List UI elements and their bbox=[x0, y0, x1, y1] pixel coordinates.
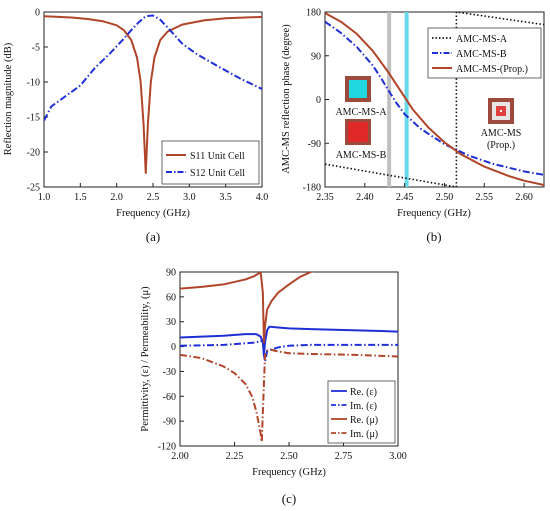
panel-b-ytick-label: -90 bbox=[308, 139, 321, 150]
panel-c-chart: 2.00 2.25 2.50 2.75 3.00 90 60 30 0 -30 -60 -90 -120… bbox=[140, 268, 407, 507]
inset-amc-ms-a-label: AMC-MS-A bbox=[335, 107, 387, 118]
panel-a-ticks: 1.0 1.5 2.0 2.5 3.0 3.5 4.0 0 -5 -10 -15 -20 -25 bbox=[27, 8, 269, 204]
panel-a-ytick-label: -15 bbox=[27, 113, 40, 124]
panel-a-chart: 1.0 1.5 2.0 2.5 3.0 3.5 4.0 0 -5 -10 -15 -20 -25 Fre… bbox=[3, 8, 268, 245]
inset-amc-ms-prop-label-2: (Prop.) bbox=[487, 140, 515, 151]
panel-c-series-3 bbox=[180, 348, 398, 443]
panel-b-legend: AMC-MS-A AMC-MS-B AMC-MS-(Prop.) bbox=[427, 27, 542, 79]
panel-c-label: (c) bbox=[282, 491, 296, 506]
panel-a-xtick-label: 3.5 bbox=[219, 192, 232, 203]
panel-a-legend-s12: S12 Unit Cell bbox=[190, 168, 245, 179]
panel-b-xtick-label: 2.50 bbox=[436, 192, 454, 203]
panel-c-ticks: 2.00 2.25 2.50 2.75 3.00 90 60 30 0 -30 -60 -90 -120 bbox=[158, 268, 407, 463]
panel-c-xtick-label: 3.00 bbox=[389, 451, 407, 462]
inset-amc-ms-a: AMC-MS-A bbox=[335, 76, 387, 118]
panel-a-xtick-label: 1.5 bbox=[74, 192, 87, 203]
panel-c-legend-im-eps: Im. (ε) bbox=[350, 401, 377, 412]
inset-amc-ms-b-patch bbox=[348, 122, 368, 142]
panel-b-series-2 bbox=[325, 12, 544, 187]
panel-c-xtick-label: 2.00 bbox=[171, 451, 189, 462]
panel-c-ytick-label: 0 bbox=[171, 342, 176, 353]
panel-c-ytick-label: 60 bbox=[166, 292, 176, 303]
inset-amc-ms-prop-dot bbox=[500, 110, 502, 112]
inset-amc-ms-prop-label-1: AMC-MS bbox=[481, 128, 522, 139]
panel-c-ytick-label: -90 bbox=[163, 417, 176, 428]
panel-c-xtick-label: 2.50 bbox=[280, 451, 298, 462]
panel-c-ylabel: Permittivity, (ε) / Permeability, (μ) bbox=[140, 286, 151, 432]
panel-b-xtick-label: 2.45 bbox=[396, 192, 414, 203]
panel-a-series-1 bbox=[44, 14, 262, 121]
panel-b-series bbox=[325, 12, 544, 187]
inset-amc-ms-b: AMC-MS-B bbox=[336, 119, 387, 161]
panel-b-xlabel: Frequency (GHz) bbox=[397, 208, 471, 219]
panel-c-legend: Re. (ε) Im. (ε) Re. (μ) Im. (μ) bbox=[327, 380, 396, 444]
panel-c-legend-re-mu: Re. (μ) bbox=[350, 415, 378, 426]
panel-c-ytick-label: -120 bbox=[158, 442, 176, 453]
panel-b-xtick-label: 2.60 bbox=[515, 192, 533, 203]
panel-a-legend-box bbox=[161, 140, 260, 185]
panel-c-series-2 bbox=[180, 272, 314, 344]
panel-a-xtick-label: 4.0 bbox=[256, 192, 269, 203]
panel-c-series-0 bbox=[180, 325, 398, 356]
panel-c-ytick-label: -30 bbox=[163, 367, 176, 378]
panel-a-ylabel: Reflection magnitude (dB) bbox=[3, 42, 14, 155]
panel-c-xlabel: Frequency (GHz) bbox=[252, 467, 326, 478]
panel-a-xtick-label: 2.5 bbox=[147, 192, 160, 203]
panel-b-legend-box bbox=[427, 27, 542, 79]
panel-b-legend-a: AMC-MS-A bbox=[456, 34, 508, 45]
inset-amc-ms-b-label: AMC-MS-B bbox=[336, 150, 387, 161]
panel-a-xtick-label: 3.0 bbox=[183, 192, 196, 203]
panel-b-ticks: 2.35 2.40 2.45 2.50 2.55 2.60 180 90 0 -90 -180 bbox=[303, 8, 533, 204]
panel-b-band-0 bbox=[387, 12, 392, 187]
panel-b-ytick-label: 90 bbox=[311, 51, 321, 62]
panel-b-ytick-label: 0 bbox=[316, 95, 321, 106]
panel-a-legend-s11: S11 Unit Cell bbox=[190, 151, 245, 162]
panel-c-ytick-label: 30 bbox=[166, 317, 176, 328]
panel-c-xtick-label: 2.75 bbox=[335, 451, 353, 462]
panel-a-ytick-label: -10 bbox=[27, 78, 40, 89]
panel-b-xtick-label: 2.55 bbox=[476, 192, 494, 203]
panel-c-legend-im-mu: Im. (μ) bbox=[350, 429, 378, 440]
panel-a-label: (a) bbox=[146, 229, 160, 244]
panel-c-ytick-label: 90 bbox=[166, 268, 176, 279]
panel-a-series bbox=[44, 14, 262, 174]
panel-b-label: (b) bbox=[426, 229, 441, 244]
inset-amc-ms-prop: AMC-MS (Prop.) bbox=[481, 98, 522, 151]
panel-b-series-0 bbox=[325, 12, 544, 187]
panel-b-legend-b: AMC-MS-B bbox=[456, 49, 507, 60]
panel-b-chart: 2.35 2.40 2.45 2.50 2.55 2.60 180 90 0 -90 -180 AM… bbox=[281, 8, 545, 244]
panel-a-legend: S11 Unit Cell S12 Unit Cell bbox=[161, 140, 260, 185]
panel-b-ytick-label: 180 bbox=[306, 8, 321, 19]
panel-a-ytick-label: -25 bbox=[27, 183, 40, 194]
panel-b-xtick-label: 2.35 bbox=[316, 192, 334, 203]
panel-c-xtick-label: 2.25 bbox=[226, 451, 244, 462]
panel-c-ytick-label: -60 bbox=[163, 392, 176, 403]
panel-a-xtick-label: 2.0 bbox=[110, 192, 123, 203]
inset-amc-ms-a-patch bbox=[349, 80, 367, 98]
panel-b-xtick-label: 2.40 bbox=[356, 192, 374, 203]
panel-b-ylabel: AMC-MS reflection phase (degree) bbox=[281, 24, 292, 174]
panel-c-series bbox=[180, 272, 398, 443]
panel-a-ytick-label: 0 bbox=[35, 8, 40, 19]
panel-b-series-1 bbox=[325, 20, 544, 176]
panel-a-ytick-label: -20 bbox=[27, 148, 40, 159]
panel-a-series-0 bbox=[44, 15, 262, 174]
panel-a-ytick-label: -5 bbox=[32, 43, 40, 54]
panel-a-xlabel: Frequency (GHz) bbox=[116, 208, 190, 219]
panel-c-legend-re-eps: Re. (ε) bbox=[350, 387, 377, 398]
panel-b-ytick-label: -180 bbox=[303, 183, 321, 194]
panel-b-legend-prop: AMC-MS-(Prop.) bbox=[456, 64, 528, 75]
panel-a-xtick-label: 1.0 bbox=[38, 192, 51, 203]
